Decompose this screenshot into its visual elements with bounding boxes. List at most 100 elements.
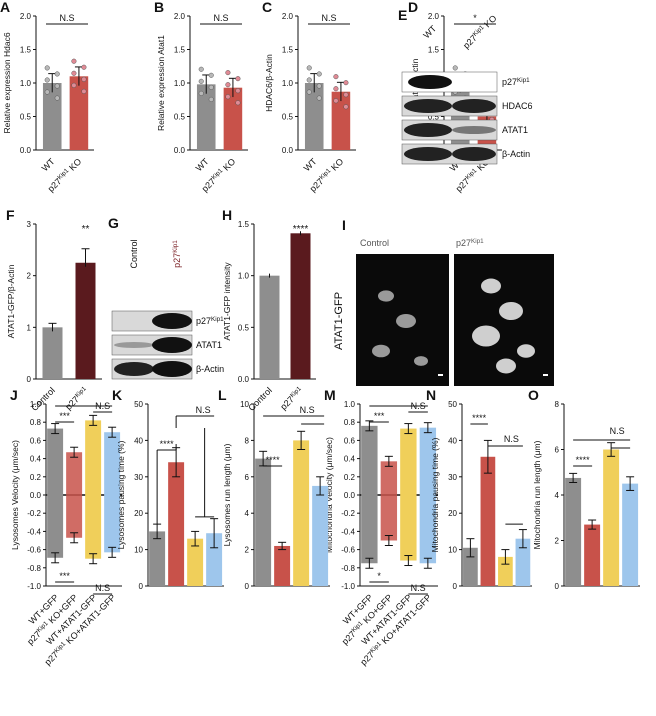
data-point [452, 65, 458, 71]
image-side-label: ATAT1-GFP [333, 292, 345, 350]
y-tick-label: 1.5 [282, 46, 294, 55]
panel-letter-a: A [0, 0, 10, 15]
blot-band [114, 342, 154, 348]
data-point [198, 78, 204, 84]
cell [499, 302, 523, 320]
y-tick-label: 0.4 [344, 455, 356, 464]
blot-band [408, 75, 452, 89]
y-tick-label: 0 [453, 582, 458, 591]
y-tick-label: 4 [245, 509, 250, 518]
panel-letter-c: C [262, 0, 272, 15]
y-tick-label: 30 [448, 473, 457, 482]
bar [255, 458, 272, 586]
data-point [54, 83, 60, 89]
data-point [316, 71, 322, 77]
blot-label: p27Kip1 [196, 316, 224, 326]
cell [496, 358, 516, 374]
blot-band [152, 337, 192, 353]
y-tick-label: 1.0 [344, 400, 356, 409]
blot-band [404, 147, 452, 161]
panel-letter-m: M [324, 387, 336, 403]
blot-column-label: Control [129, 239, 139, 268]
blot-band [114, 362, 154, 376]
data-point [306, 65, 312, 71]
significance-h: **** [293, 224, 309, 235]
bar [400, 428, 417, 561]
blot-band [452, 126, 496, 134]
significance-a: **** [576, 455, 591, 465]
blot-band [404, 123, 452, 137]
data-point [54, 95, 60, 101]
data-point [81, 76, 87, 82]
panel-letter-h: H [222, 207, 232, 223]
data-point [54, 71, 60, 77]
y-tick-label: 40 [134, 436, 143, 445]
bar [603, 449, 620, 586]
panel-letter-k: K [112, 387, 122, 403]
y-axis-label: Mitochondria run length (μm) [532, 440, 542, 549]
data-point [71, 70, 77, 76]
y-tick-label: 1.0 [174, 79, 186, 88]
blot-band [152, 361, 192, 377]
y-tick-label: 1.5 [428, 46, 440, 55]
y-tick-label: 0.0 [30, 491, 42, 500]
data-point [235, 88, 241, 94]
y-tick-label: 0.8 [344, 418, 356, 427]
data-point [343, 92, 349, 98]
panel-letter-l: L [218, 387, 227, 403]
y-tick-label: 6 [245, 473, 250, 482]
bar [312, 485, 329, 586]
panel-letter-d: D [408, 0, 418, 15]
significance-b: N.S [213, 13, 228, 23]
significance-b: N.S [610, 426, 625, 436]
y-tick-label: -0.8 [341, 564, 355, 573]
bar [149, 531, 166, 586]
bar [380, 461, 398, 541]
bar [293, 440, 310, 586]
y-tick-label: 50 [134, 400, 143, 409]
y-axis-label: Relative expression Atat1 [156, 35, 166, 131]
data-point [343, 104, 349, 110]
y-tick-label: -0.6 [341, 546, 355, 555]
cell [481, 278, 501, 294]
y-tick-label: -0.6 [27, 546, 41, 555]
y-tick-label: 40 [448, 436, 457, 445]
y-tick-label: 0.0 [238, 375, 250, 384]
y-tick-label: 0.4 [30, 455, 42, 464]
panel-letter-j: J [10, 387, 18, 403]
y-tick-label: 50 [448, 400, 457, 409]
image-label: Control [360, 238, 389, 248]
bar [259, 275, 280, 379]
cell [517, 344, 535, 358]
significance-b: N.S [196, 405, 211, 415]
y-axis-label: Mitochondria pausing time (%) [430, 437, 440, 552]
x-tick-label: WT [40, 156, 57, 173]
data-point [198, 90, 204, 96]
data-point [316, 83, 322, 89]
significance-bottom: *** [59, 571, 70, 581]
y-tick-label: 2.0 [20, 12, 32, 21]
y-tick-label: 0.0 [344, 491, 356, 500]
panel-letter-n: N [426, 387, 436, 403]
y-axis-label: ATAT1-GFP/β-Actin [6, 264, 16, 338]
y-tick-label: 1.0 [20, 79, 32, 88]
y-tick-label: 8 [555, 400, 560, 409]
panel-letter-f: F [6, 207, 15, 223]
panel-letter-i: I [342, 217, 346, 233]
y-tick-label: 2.0 [282, 12, 294, 21]
y-tick-label: 20 [448, 509, 457, 518]
y-tick-label: 0.0 [282, 146, 294, 155]
y-tick-label: 0.5 [282, 113, 294, 122]
bar [584, 524, 601, 586]
significance-top: *** [59, 411, 70, 421]
y-tick-label: 6 [555, 446, 560, 455]
data-point [306, 89, 312, 95]
significance-bottom: * [377, 571, 381, 581]
y-tick-label: -0.8 [27, 564, 41, 573]
bar [187, 538, 204, 586]
significance-c: N.S [321, 13, 336, 23]
y-tick-label: 1.0 [30, 400, 42, 409]
y-tick-label: 3 [27, 220, 32, 229]
y-tick-label: 0.5 [174, 113, 186, 122]
